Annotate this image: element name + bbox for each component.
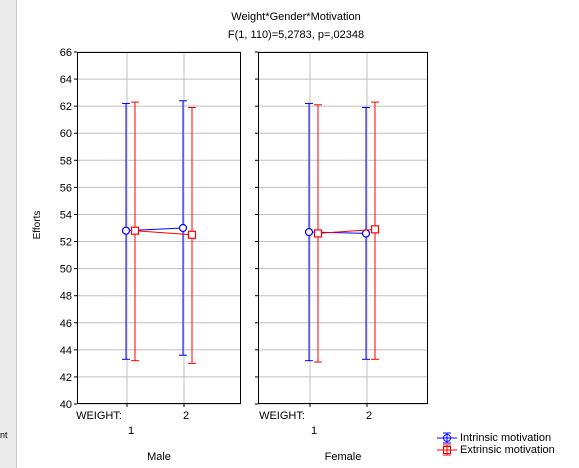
y-tick-label: 48 <box>60 291 72 303</box>
y-tick-label: 56 <box>60 182 72 194</box>
x-factor-label: WEIGHT: <box>76 410 122 422</box>
x-tick-label: 2 <box>366 410 372 422</box>
chart-title: Weight*Gender*Motivation <box>231 11 360 23</box>
panel-frame <box>77 52 241 404</box>
y-tick-label: 50 <box>60 264 72 276</box>
x-factor-label: WEIGHT: <box>259 410 305 422</box>
data-point-extrinsic <box>370 225 380 234</box>
y-tick-label: 46 <box>60 318 72 330</box>
y-tick-label: 52 <box>60 237 72 249</box>
left-panel-clipped-text: nt <box>0 430 8 440</box>
y-tick-label: 44 <box>60 345 72 357</box>
plot-panel-female: WEIGHT: 1 2 Female <box>255 51 428 463</box>
y-tick-label: 54 <box>60 209 72 221</box>
panel-label-male: Male <box>147 451 171 463</box>
left-panel-strip <box>0 0 16 468</box>
plot-panel-male: WEIGHT: 1 2 Male <box>74 51 241 463</box>
x-tick-label: 1 <box>128 425 134 437</box>
data-point-extrinsic <box>187 230 197 239</box>
data-point-intrinsic <box>361 229 371 238</box>
y-tick-label: 64 <box>60 74 72 86</box>
data-point-intrinsic <box>178 223 188 233</box>
legend-item-extrinsic: Extrinsic motivation <box>436 444 555 456</box>
x-tick-label: 1 <box>311 425 317 437</box>
legend-label-extrinsic: Extrinsic motivation <box>460 444 555 456</box>
panel-background <box>77 52 241 404</box>
chart-subtitle: F(1, 110)=5,2783, p=,02348 <box>228 29 364 41</box>
data-point-intrinsic <box>304 227 314 237</box>
y-tick-label: 60 <box>60 128 72 140</box>
x-tick-label: 2 <box>183 410 189 422</box>
panel-label-female: Female <box>325 451 362 463</box>
legend-label-intrinsic: Intrinsic motivation <box>460 432 552 444</box>
series-line-extrinsic <box>134 230 193 236</box>
y-tick-label: 42 <box>60 372 72 384</box>
data-point-extrinsic <box>130 226 140 235</box>
chart-legend: Intrinsic motivation Extrinsic motivatio… <box>436 432 555 456</box>
panel-frame <box>258 52 428 404</box>
y-tick-label: 66 <box>60 47 72 59</box>
y-axis-label: Efforts <box>32 211 43 240</box>
panel-background <box>258 52 428 404</box>
legend-item-intrinsic: Intrinsic motivation <box>436 432 555 444</box>
y-tick-label: 62 <box>60 101 72 113</box>
data-point-extrinsic <box>313 229 323 238</box>
y-tick-label: 58 <box>60 155 72 167</box>
left-panel-divider <box>16 0 17 468</box>
legend-extrinsic-marker-icon <box>437 444 457 456</box>
legend-intrinsic-marker-icon <box>437 432 457 444</box>
data-point-intrinsic <box>121 226 131 235</box>
y-tick-label: 40 <box>60 399 72 411</box>
series-line-extrinsic <box>317 228 376 234</box>
